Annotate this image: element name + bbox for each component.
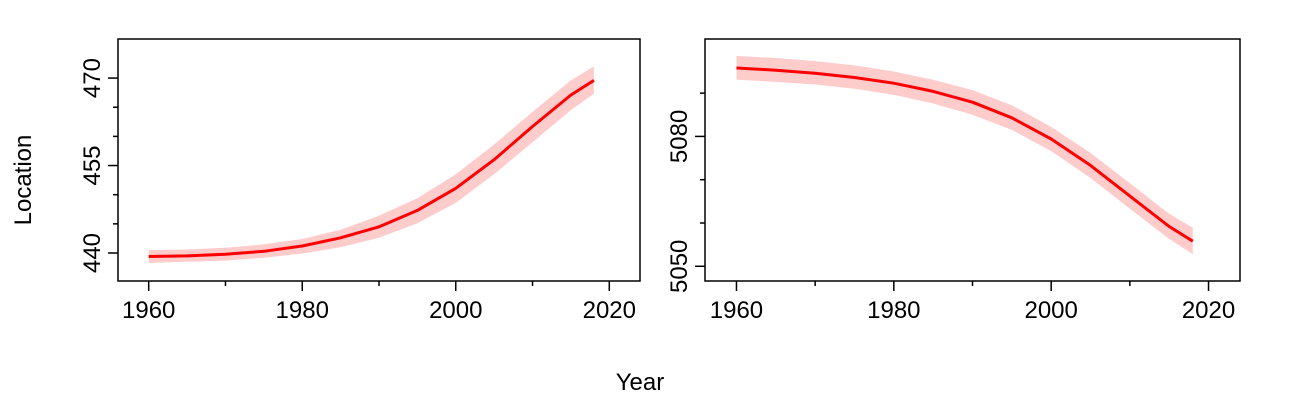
- x-tick-label: 2020: [583, 297, 636, 324]
- plot-frame: [117, 38, 641, 282]
- confidence-band: [736, 55, 1193, 255]
- series-line: [736, 66, 1194, 243]
- x-tick-label: 1980: [867, 297, 920, 324]
- x-tick-label: 1960: [122, 297, 175, 324]
- y-tick-label: 440: [79, 233, 106, 273]
- y-tick-label: 5050: [666, 240, 693, 293]
- x-tick-label: 1980: [276, 297, 329, 324]
- y-axis-title: Location: [10, 135, 37, 226]
- x-tick-label: 2000: [1024, 297, 1077, 324]
- left-panel: 1960 1980 2000 2020 440 455 470: [79, 38, 641, 324]
- series-line: [148, 79, 595, 258]
- y-tick-label: 455: [79, 145, 106, 185]
- confidence-band: [148, 66, 594, 263]
- x-axis-title: Year: [616, 369, 665, 396]
- x-tick-label: 2000: [429, 297, 482, 324]
- y-tick-label: 5080: [666, 110, 693, 163]
- x-tick-label: 1960: [710, 297, 763, 324]
- y-tick-label: 470: [79, 58, 106, 98]
- x-tick-label: 2020: [1182, 297, 1235, 324]
- right-panel: 1960 1980 2000 2020 5050 5080: [666, 38, 1241, 324]
